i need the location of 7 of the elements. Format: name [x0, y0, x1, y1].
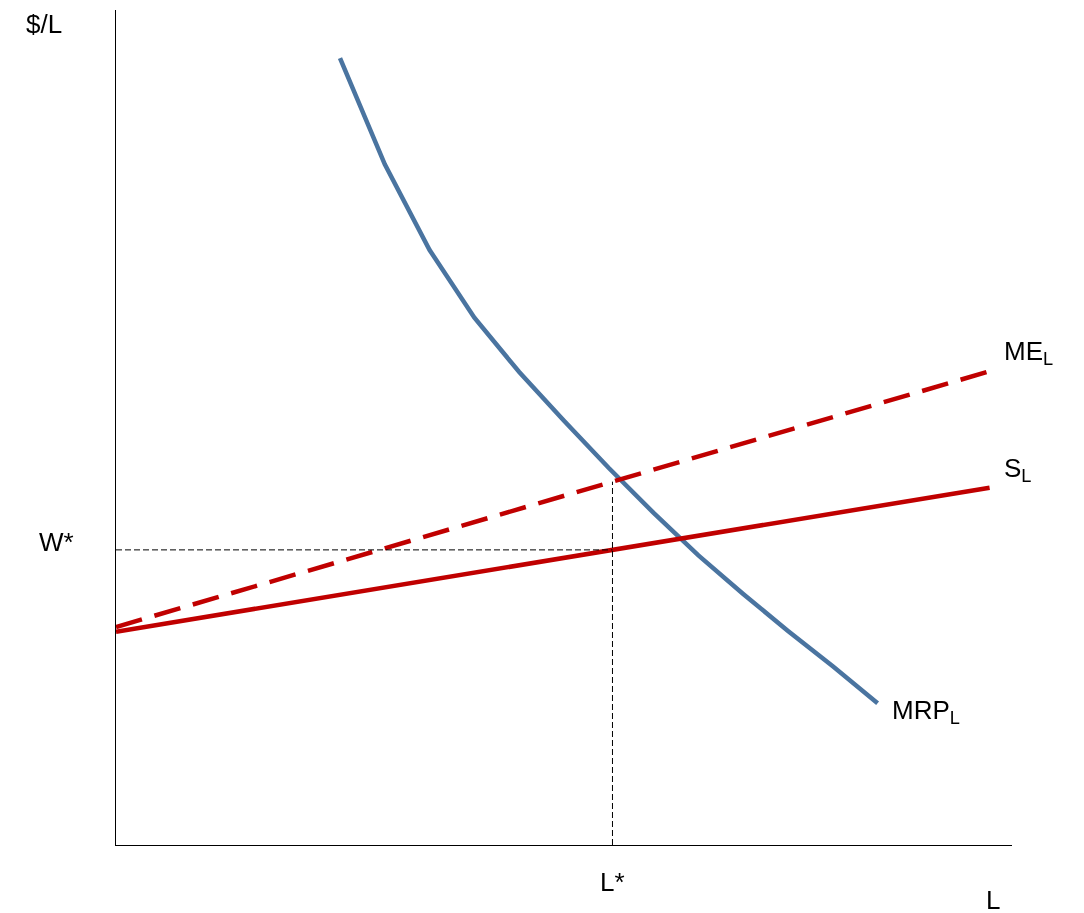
x-axis-title: L [986, 885, 1001, 913]
series-label: MRP$_{L}$ [892, 695, 960, 729]
series-label: ME$_{L}$ [1004, 336, 1054, 370]
series-label: S$_{L}$ [1004, 453, 1032, 487]
text: L* [600, 867, 625, 897]
y-axis-title: $/L [26, 9, 63, 39]
ref-line-label: W* [39, 527, 74, 557]
